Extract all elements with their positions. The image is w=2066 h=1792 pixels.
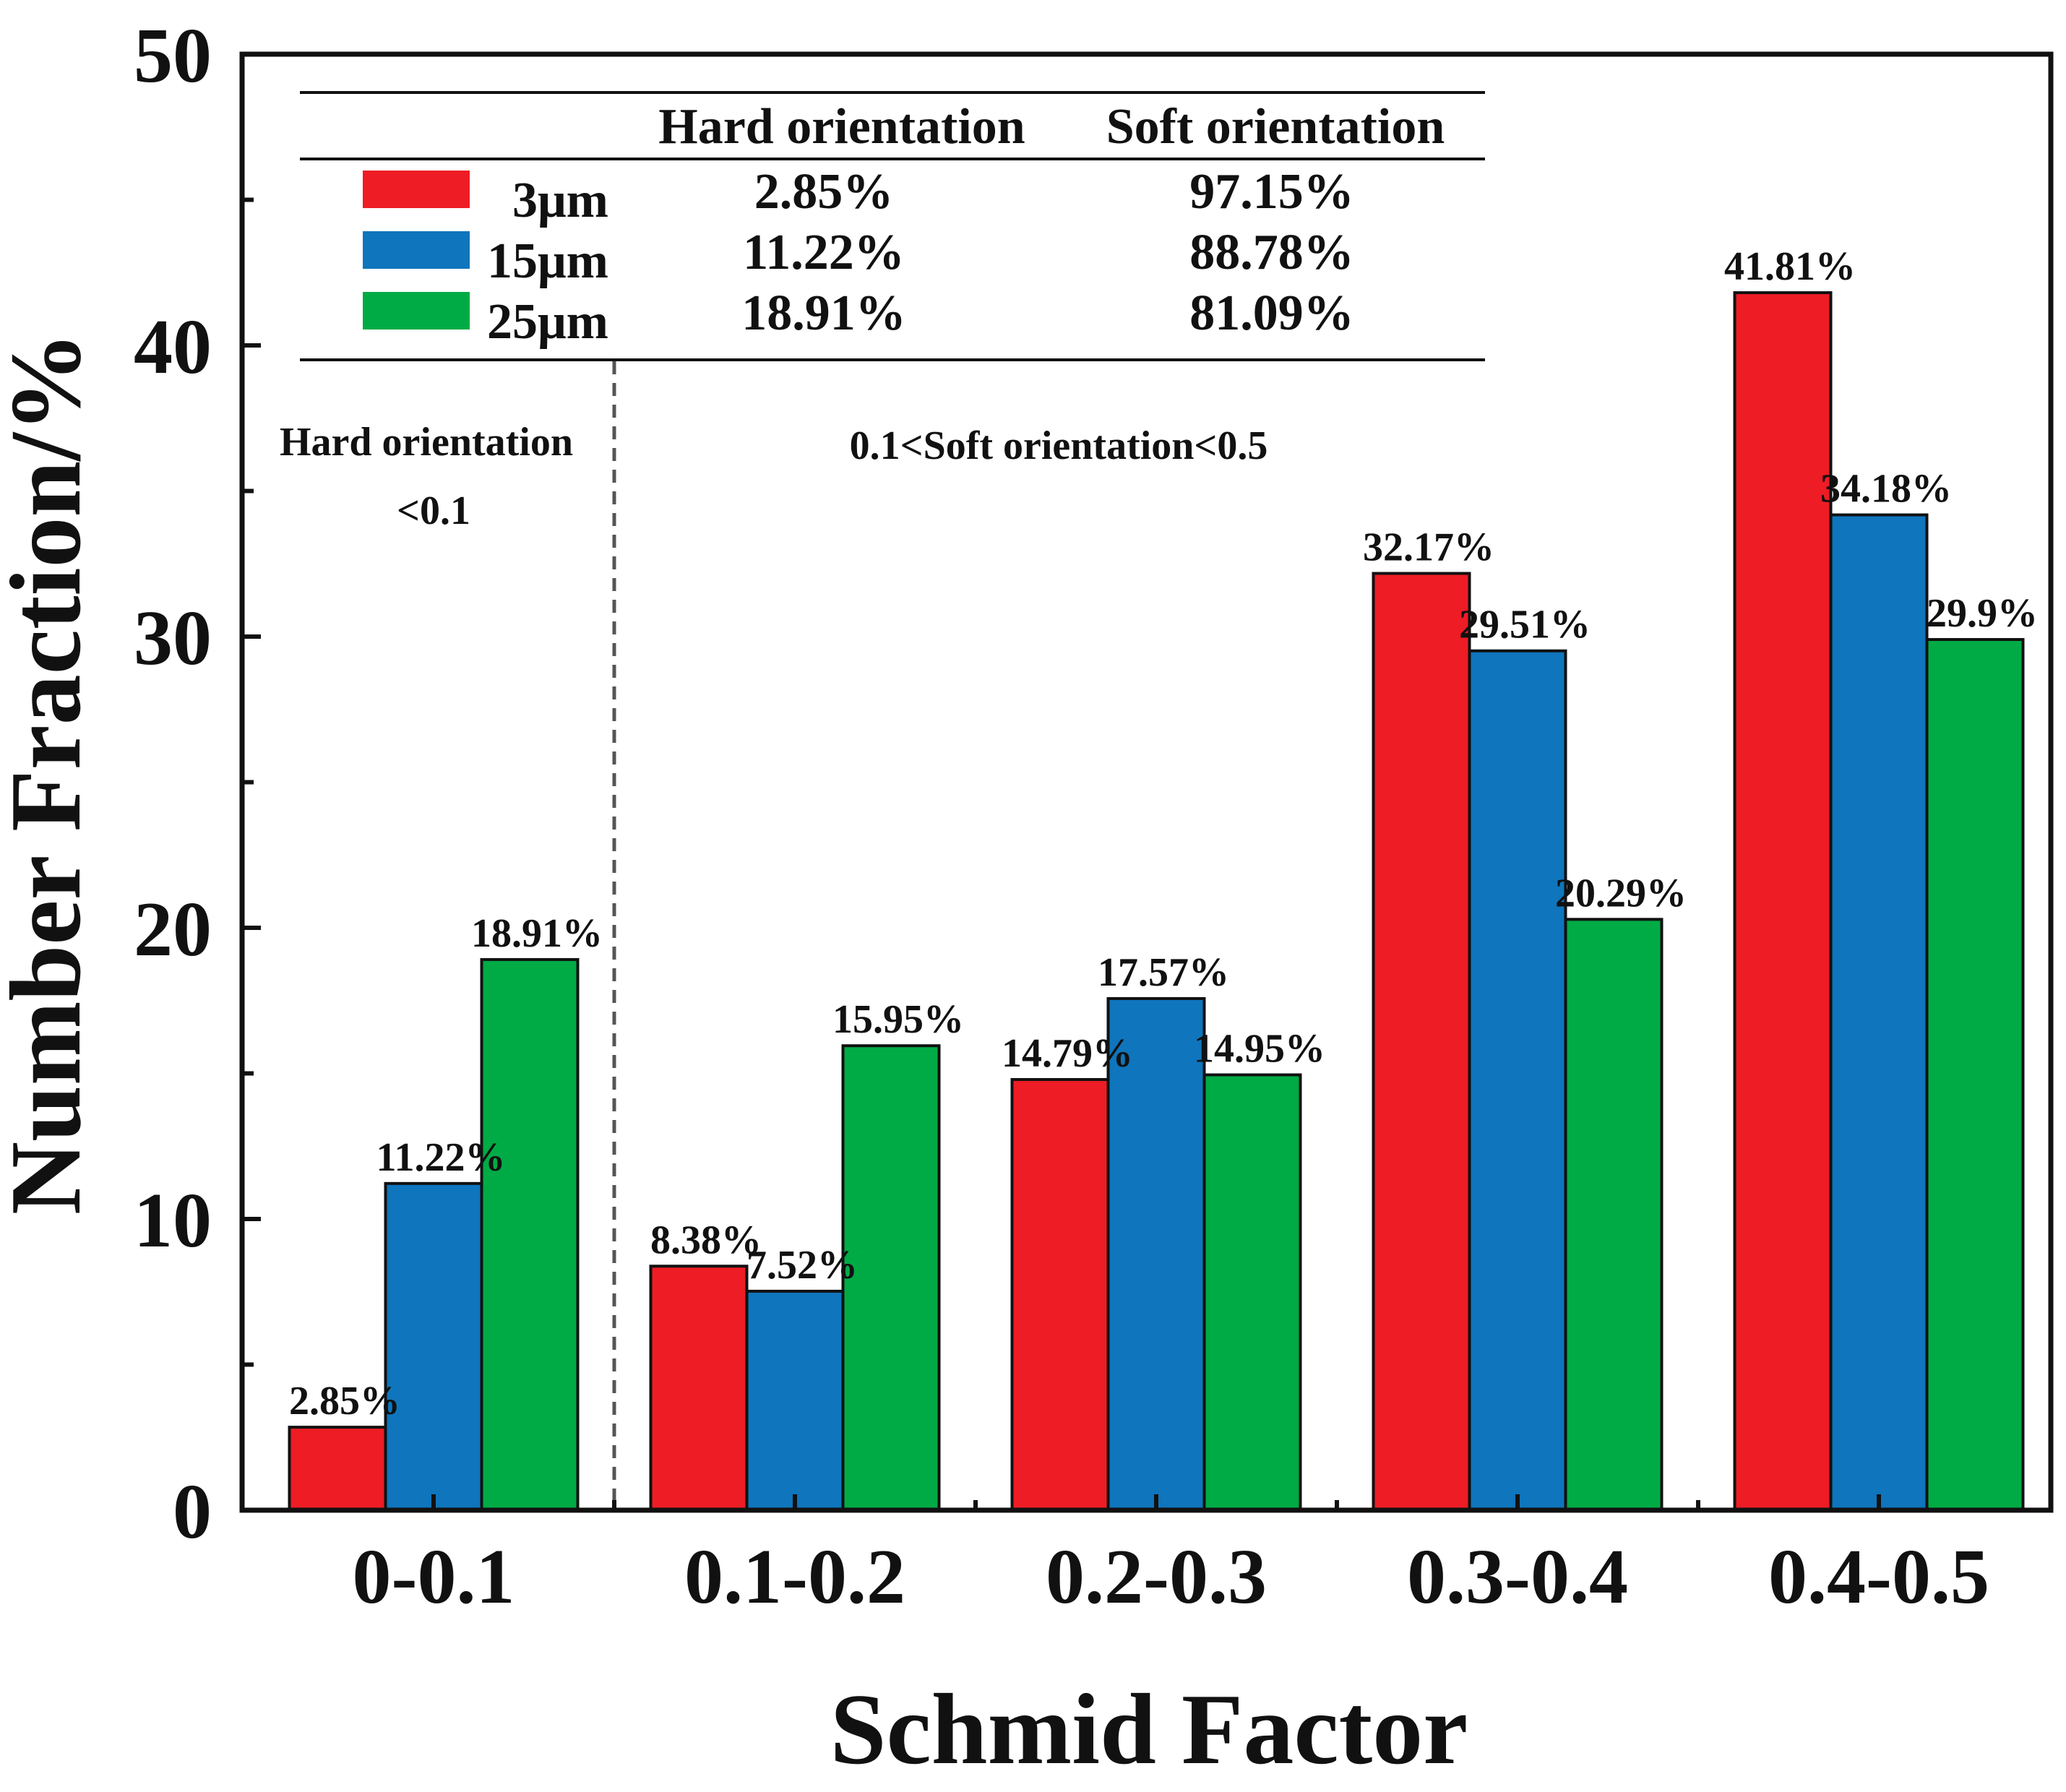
bar-value-label: 11.22% — [376, 1135, 506, 1180]
legend-row-soft: 88.78% — [1189, 225, 1354, 280]
x-axis-ticks: 0-0.1 0.1-0.2 0.2-0.3 0.3-0.4 0.4-0.5 — [353, 1494, 1989, 1620]
y-tick-label: 10 — [134, 1178, 212, 1264]
hard-orientation-annotation: Hard orientation — [280, 420, 573, 465]
legend-row-hard: 18.91% — [741, 285, 906, 341]
y-axis-ticks: 0 10 20 30 40 50 — [134, 13, 261, 1555]
legend-header-soft: Soft orientation — [1106, 99, 1445, 155]
bar-3m-0.3-0.4 — [1372, 572, 1471, 1512]
bar-value-label: 18.91% — [471, 911, 603, 956]
hard-orientation-threshold: <0.1 — [397, 488, 470, 533]
bar-25m-0-0.1 — [480, 957, 580, 1512]
x-tick-label: 0.3-0.4 — [1407, 1534, 1628, 1620]
bar-25m-0.2-0.3 — [1202, 1073, 1302, 1512]
y-tick-label: 30 — [134, 595, 212, 681]
bar-value-label: 29.51% — [1459, 603, 1591, 647]
legend-swatch — [363, 292, 470, 329]
x-axis-label: Schmid Factor — [830, 1673, 1468, 1785]
bar-3m-0.4-0.5 — [1733, 291, 1833, 1512]
y-tick-label: 20 — [134, 887, 212, 973]
legend-row-name: 25μm — [487, 294, 608, 350]
legend-swatch — [363, 231, 470, 269]
legend-row-name: 3μm — [512, 173, 608, 228]
legend-rows: 3μm 2.85% 97.15% 15μm 11.22% 88.78% 25μm 18.91%… — [363, 164, 1354, 350]
x-tick-label: 0.1-0.2 — [684, 1534, 905, 1620]
bar-25m-0.1-0.2 — [841, 1044, 941, 1512]
bar-15m-0-0.1 — [384, 1181, 483, 1512]
legend-table: Hard orientation Soft orientation 3μm 2.8… — [300, 91, 1485, 361]
bar-value-label: 7.52% — [746, 1243, 858, 1288]
bar-3m-0.1-0.2 — [649, 1265, 749, 1512]
bar-value-label: 15.95% — [832, 997, 964, 1042]
bar-value-label: 41.81% — [1724, 244, 1856, 289]
bar-15m-0.4-0.5 — [1829, 513, 1929, 1512]
bar-labels-layer: 2.85% 11.22% 18.91% 8.38%7.52% 15.95% 14.79% 1… — [289, 244, 2038, 1423]
bar-15m-0.1-0.2 — [745, 1289, 845, 1512]
y-tick-label: 40 — [134, 304, 212, 390]
bar-value-label: 17.57% — [1098, 950, 1229, 995]
y-tick-label: 0 — [173, 1469, 212, 1555]
legend-row-name: 15μm — [487, 233, 608, 289]
bar-value-label: 32.17% — [1363, 525, 1494, 570]
bar-25m-0.4-0.5 — [1925, 638, 2025, 1512]
legend-row-soft: 81.09% — [1189, 285, 1354, 341]
bar-value-label: 14.95% — [1194, 1027, 1325, 1072]
x-tick-label: 0.4-0.5 — [1768, 1534, 1989, 1620]
x-tick-label: 0-0.1 — [353, 1534, 515, 1620]
legend-row-hard: 2.85% — [754, 164, 894, 220]
bar-value-label: 34.18% — [1820, 467, 1952, 512]
bar-3m-0.2-0.3 — [1010, 1077, 1110, 1512]
y-axis-label: Number Fraction/% — [0, 332, 102, 1215]
soft-orientation-annotation: 0.1<Soft orientation<0.5 — [850, 423, 1268, 468]
legend-swatch — [363, 171, 470, 208]
bar-25m-0.3-0.4 — [1564, 918, 1663, 1512]
legend-header-hard: Hard orientation — [658, 99, 1025, 155]
bars-layer — [288, 291, 2025, 1512]
bar-value-label: 29.9% — [1927, 591, 2038, 636]
legend-row-hard: 11.22% — [743, 225, 905, 280]
bar-value-label: 8.38% — [650, 1218, 762, 1262]
bar-15m-0.2-0.3 — [1106, 996, 1206, 1512]
bar-value-label: 20.29% — [1555, 871, 1687, 916]
x-tick-label: 0.2-0.3 — [1046, 1534, 1267, 1620]
legend-row-soft: 97.15% — [1189, 164, 1354, 220]
bar-3m-0-0.1 — [288, 1426, 387, 1512]
bar-value-label: 2.85% — [289, 1379, 400, 1423]
bar-15m-0.3-0.4 — [1468, 649, 1567, 1512]
y-tick-label: 50 — [134, 13, 212, 99]
bar-value-label: 14.79% — [1002, 1031, 1133, 1076]
